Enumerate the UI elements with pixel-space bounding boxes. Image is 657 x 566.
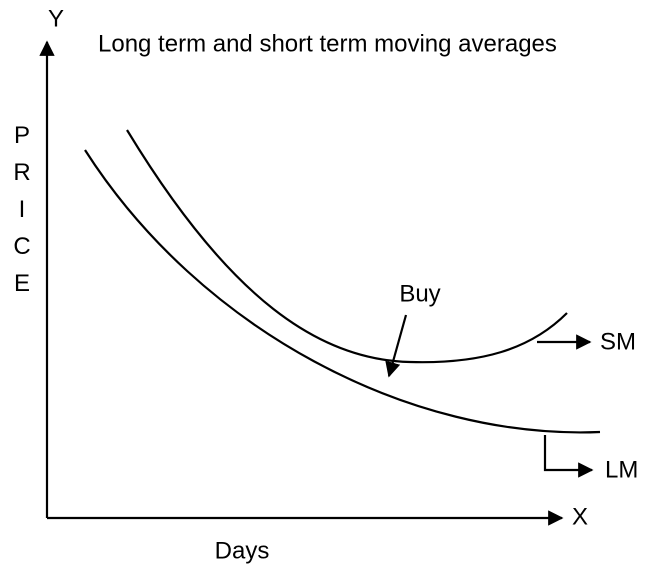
lm-arrow bbox=[543, 435, 594, 478]
lm-label: LM bbox=[605, 456, 638, 483]
y-axis-label: PRICE bbox=[9, 122, 36, 307]
y-axis-letter: Y bbox=[48, 5, 64, 32]
buy-arrow bbox=[385, 314, 408, 378]
title: Long term and short term moving averages bbox=[98, 30, 557, 57]
x-axis-letter: X bbox=[572, 503, 588, 530]
buy-label: Buy bbox=[399, 280, 440, 307]
x-axis-label: Days bbox=[215, 537, 270, 564]
short-term-curve bbox=[126, 129, 568, 364]
sm-label: SM bbox=[600, 328, 636, 355]
long-term-curve bbox=[84, 149, 601, 434]
